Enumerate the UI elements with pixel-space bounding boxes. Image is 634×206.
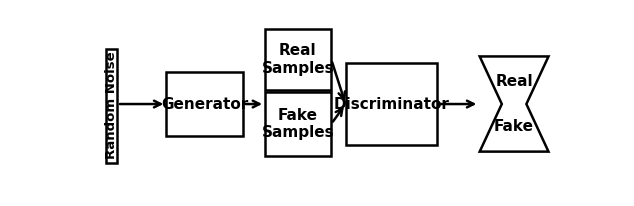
Text: Random Noise: Random Noise (105, 52, 118, 159)
Text: Discriminator: Discriminator (333, 97, 450, 111)
Text: Generator: Generator (161, 97, 248, 111)
Bar (167, 72, 243, 136)
Polygon shape (480, 56, 548, 152)
Text: Fake: Fake (494, 119, 534, 134)
Bar (265, 29, 331, 90)
Text: Fake
Samples: Fake Samples (262, 108, 334, 140)
Bar (265, 92, 331, 156)
Text: Real
Samples: Real Samples (262, 43, 334, 76)
Text: Real: Real (495, 74, 533, 89)
Bar (346, 63, 437, 145)
Bar (107, 49, 117, 163)
